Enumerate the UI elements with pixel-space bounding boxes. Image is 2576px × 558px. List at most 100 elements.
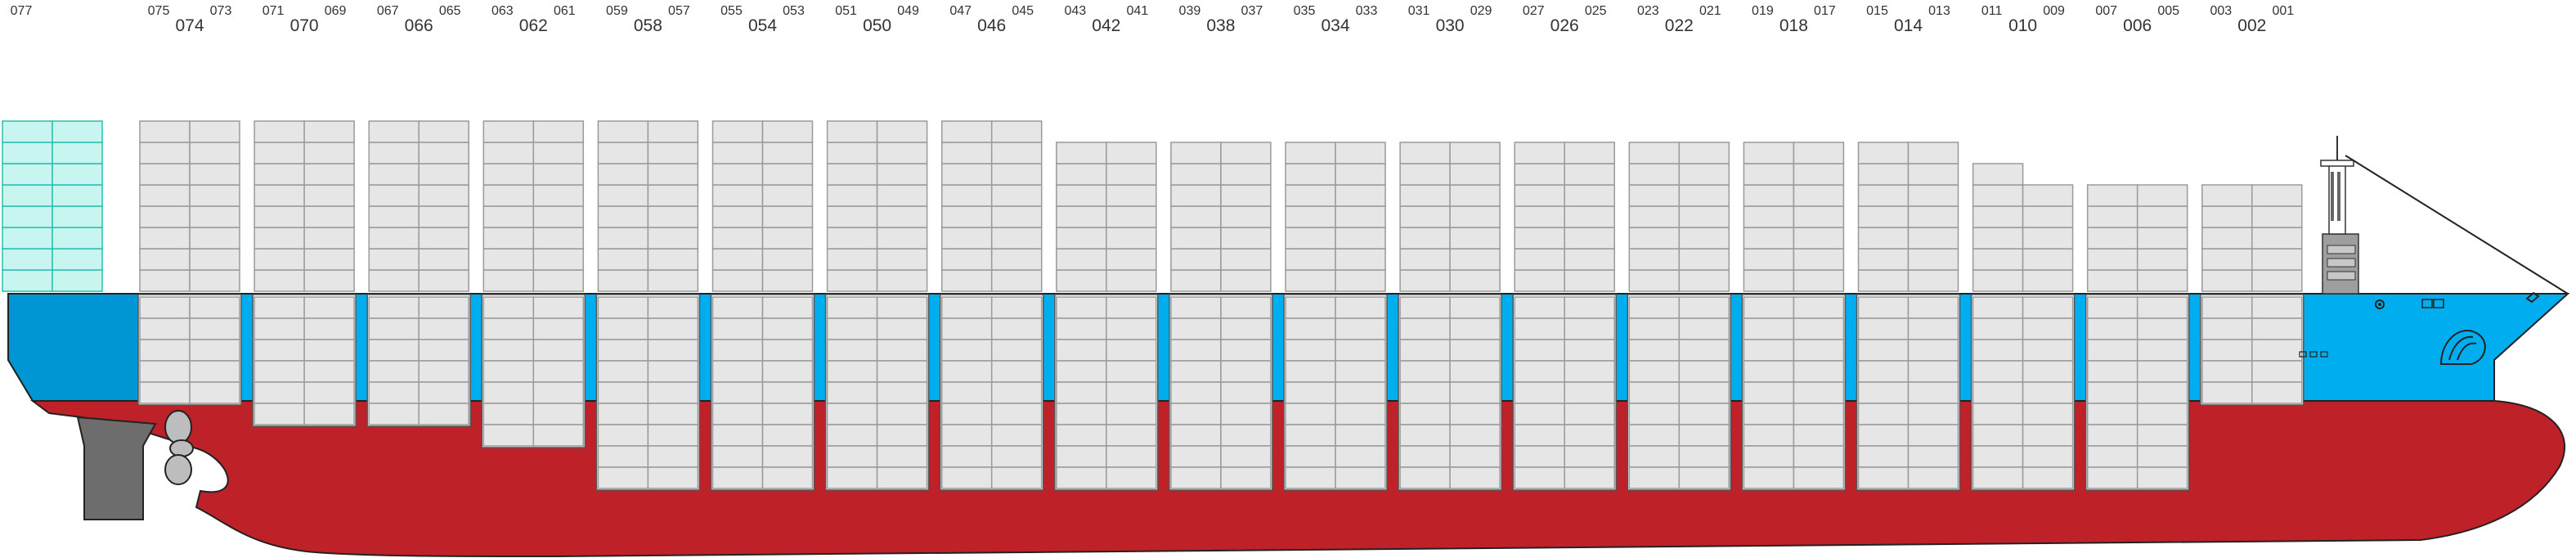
container-deck-aft (254, 120, 305, 143)
container-deck-aft (1743, 248, 1795, 271)
container-deck-fwd (761, 120, 814, 143)
container-deck-aft (2201, 205, 2253, 228)
container-deck-aft (2, 248, 53, 271)
container-deck-aft (1399, 269, 1451, 292)
container-hold-fwd (1220, 360, 1272, 383)
container-deck-fwd (532, 163, 585, 186)
container-deck-fwd (761, 163, 814, 186)
deck-stack (2201, 184, 2303, 292)
container-hold-aft (2086, 445, 2138, 468)
container-deck-aft (2086, 205, 2138, 228)
container-deck-aft (1514, 205, 1565, 228)
container-deck-aft (1972, 184, 2024, 207)
container-deck-aft (368, 120, 420, 143)
container-deck-fwd (876, 227, 928, 250)
container-hold-aft (1170, 381, 1222, 404)
container-deck-fwd (1678, 163, 1730, 186)
container-hold-fwd (2022, 317, 2074, 340)
container-deck-fwd (1564, 248, 1615, 271)
container-deck-aft (597, 269, 649, 292)
container-hold-aft (482, 381, 535, 404)
container-hold-fwd (990, 424, 1043, 447)
container-hold-aft (711, 403, 764, 425)
container-hold-aft (711, 381, 764, 404)
container-hold-fwd (2136, 296, 2188, 319)
container-hold-aft (368, 360, 420, 383)
container-deck-aft (139, 142, 191, 164)
container-deck-aft (1514, 184, 1565, 207)
bay-label: 034 (1321, 16, 1349, 35)
container-deck-aft (711, 205, 764, 228)
container-deck-fwd (189, 227, 240, 250)
container-hold-fwd (2136, 424, 2188, 447)
hold-stack (2200, 294, 2304, 406)
container-deck-aft (1056, 142, 1107, 164)
container-hold-fwd (2136, 445, 2188, 468)
container-deck-aft (1285, 142, 1336, 164)
hold-stack (1512, 294, 1617, 491)
container-hold-aft (1056, 424, 1107, 447)
container-hold-aft (139, 339, 191, 362)
container-hold-fwd (303, 296, 355, 319)
container-deck-fwd (1793, 248, 1845, 271)
container-deck-fwd (647, 142, 699, 164)
container-hold-fwd (1678, 317, 1730, 340)
container-deck-fwd (1220, 205, 1272, 228)
container-hold-fwd (1335, 466, 1386, 489)
container-deck-aft (1056, 227, 1107, 250)
container-hold-aft (711, 424, 764, 447)
container-hold-aft (1743, 403, 1795, 425)
container-deck-aft (139, 205, 191, 228)
container-hold-aft (1514, 466, 1565, 489)
deck-stack (711, 120, 814, 292)
container-deck-aft (940, 184, 993, 207)
container-hold-fwd (1907, 339, 1959, 362)
deck-stack (1628, 142, 1730, 292)
container-hold-aft (254, 381, 305, 404)
container-hold-aft (1399, 424, 1451, 447)
container-deck-aft (1285, 184, 1336, 207)
bay-odd-fwd-label: 025 (1585, 4, 1607, 18)
container-deck-fwd (761, 184, 814, 207)
container-deck-fwd (876, 163, 928, 186)
container-deck-aft (1857, 248, 1910, 271)
container-hold-aft (1285, 317, 1336, 340)
container-hold-fwd (1220, 424, 1272, 447)
bay-odd-fwd-label: 053 (783, 4, 805, 18)
container-deck-fwd (1564, 269, 1615, 292)
container-deck-aft (597, 205, 649, 228)
container-deck-fwd (189, 163, 240, 186)
container-hold-fwd (2022, 403, 2074, 425)
container-deck-fwd (1564, 227, 1615, 250)
container-deck-aft (1056, 248, 1107, 271)
container-deck-aft (139, 269, 191, 292)
container-deck-fwd (1793, 184, 1845, 207)
container-deck-fwd (303, 227, 355, 250)
container-deck-aft (1170, 248, 1222, 271)
bay-odd-fwd-label: 049 (897, 4, 919, 18)
container-deck-aft (482, 142, 535, 164)
bay-odd-fwd-label: 061 (554, 4, 576, 18)
bay-odd-fwd-label: 009 (2043, 4, 2065, 18)
container-deck-fwd (52, 269, 103, 292)
container-hold-fwd (1449, 445, 1501, 468)
container-hold-fwd (1106, 296, 1157, 319)
container-hold-fwd (1678, 339, 1730, 362)
stern-gear (76, 410, 194, 520)
container-deck-fwd (189, 269, 240, 292)
container-deck-fwd (990, 248, 1043, 271)
container-hold-fwd (1907, 445, 1959, 468)
bay-odd-fwd-label: 005 (2157, 4, 2179, 18)
container-deck-fwd (990, 227, 1043, 250)
container-hold-fwd (1678, 403, 1730, 425)
container-hold-aft (1628, 317, 1681, 340)
container-hold-fwd (1564, 424, 1615, 447)
container-hold-aft (1857, 296, 1910, 319)
container-deck-aft (826, 269, 878, 292)
container-hold-aft (1170, 360, 1222, 383)
container-hold-fwd (2251, 296, 2303, 319)
container-deck-aft (597, 142, 649, 164)
deck-containers (2, 120, 2303, 292)
container-deck-aft (1056, 205, 1107, 228)
container-hold-aft (2201, 296, 2253, 319)
